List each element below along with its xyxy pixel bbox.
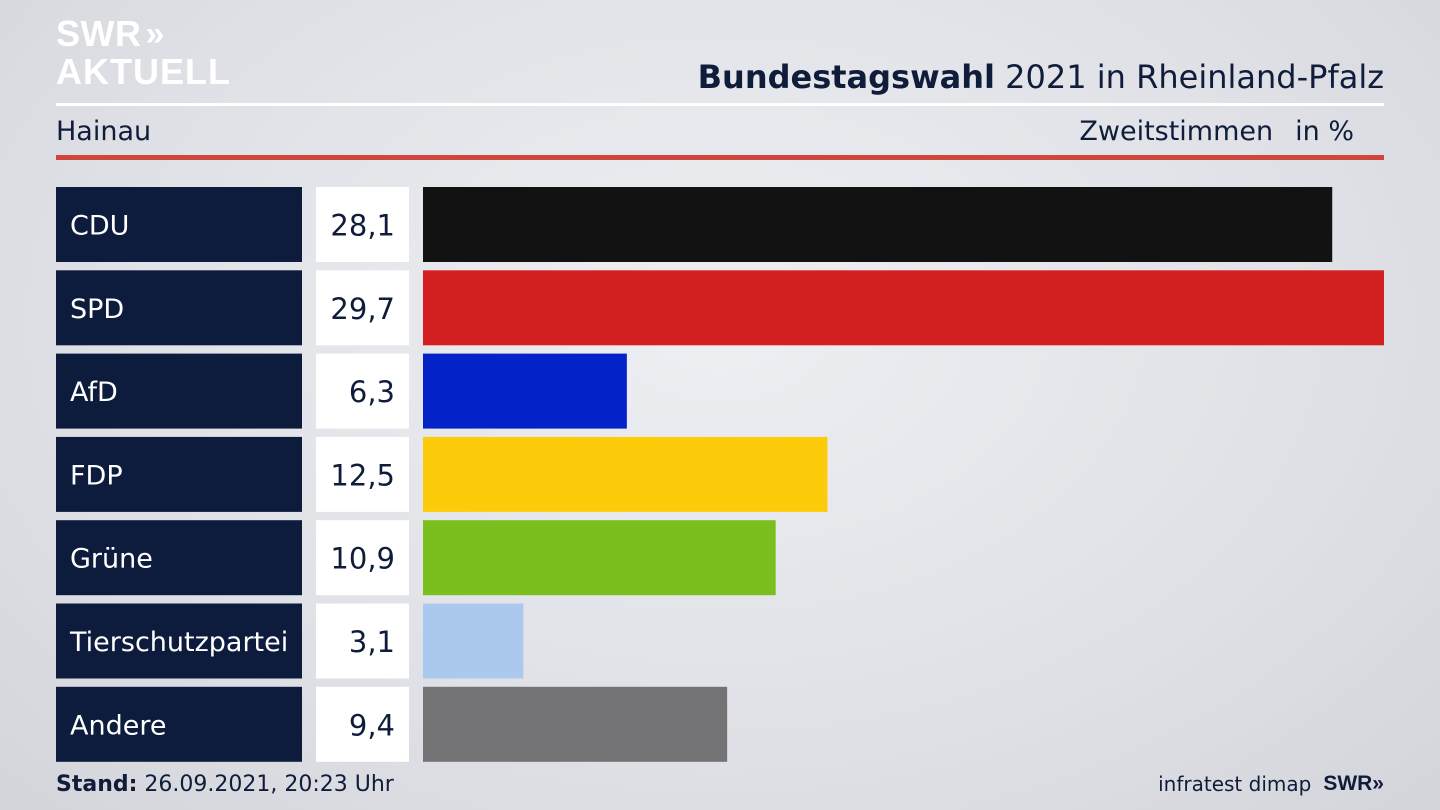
value-label-gr-ne: 10,9 [330, 542, 395, 576]
value-label-tierschutzpartei: 3,1 [349, 625, 395, 659]
party-label-gr-ne: Grüne [70, 544, 153, 575]
party-label-fdp: FDP [70, 460, 123, 491]
party-label-tierschutzpartei: Tierschutzpartei [69, 627, 288, 658]
value-box-andere [316, 686, 409, 762]
value-label-andere: 9,4 [349, 708, 395, 742]
party-label-bg-afd [56, 353, 302, 429]
party-label-bg-andere [56, 686, 302, 762]
value-box-tierschutzpartei [316, 603, 409, 679]
swr-footer-logo: SWR» [1323, 772, 1384, 795]
header-divider [56, 103, 1384, 106]
value-label-fdp: 12,5 [330, 458, 395, 492]
value-box-afd [316, 353, 409, 429]
value-box-spd [316, 270, 409, 346]
party-label-bg-cdu [56, 187, 302, 262]
party-label-spd: SPD [70, 294, 124, 325]
value-box-fdp [316, 436, 409, 512]
bar-gr-ne [423, 520, 776, 596]
title-rest: 2021 in Rheinland-Pfalz [995, 58, 1384, 96]
measure-header: Zweitstimmen in % [1079, 116, 1354, 147]
party-label-bg-gr-ne [56, 520, 302, 596]
value-label-spd: 29,7 [330, 292, 395, 326]
party-label-cdu: CDU [70, 211, 129, 242]
timestamp: Stand: 26.09.2021, 20:23 Uhr [56, 772, 394, 797]
bar-afd [423, 353, 627, 429]
title-bold: Bundestagswahl [697, 58, 995, 96]
swr-aktuell-logo: SWR» AKTUELL [56, 16, 231, 90]
stand-label: Stand: [56, 772, 138, 797]
value-box-gr-ne [316, 520, 409, 596]
value-label-cdu: 28,1 [330, 209, 395, 243]
party-label-bg-tierschutzpartei [56, 603, 302, 679]
accent-divider [56, 155, 1384, 160]
measure-label: Zweitstimmen [1079, 116, 1274, 147]
bar-fdp [423, 436, 828, 512]
logo-line1: SWR [56, 13, 142, 54]
stand-value: 26.09.2021, 20:23 Uhr [137, 772, 394, 797]
logo-line2: AKTUELL [56, 51, 231, 92]
unit-label: in % [1295, 116, 1354, 147]
party-label-bg-fdp [56, 436, 302, 512]
bar-spd [423, 270, 1384, 346]
value-box-cdu [316, 187, 409, 262]
region-label: Hainau [56, 116, 152, 147]
value-label-afd: 6,3 [349, 375, 395, 409]
source-label: infratest dimap [1158, 772, 1312, 796]
page-title: Bundestagswahl 2021 in Rheinland-Pfalz [698, 58, 1384, 96]
party-label-afd: AfD [70, 377, 118, 408]
party-label-bg-spd [56, 270, 302, 346]
source-credit: infratest dimap SWR» [1158, 772, 1384, 796]
party-label-andere: Andere [70, 710, 166, 741]
bar-tierschutzpartei [423, 603, 524, 679]
bar-cdu [423, 187, 1333, 262]
bar-andere [423, 686, 728, 762]
